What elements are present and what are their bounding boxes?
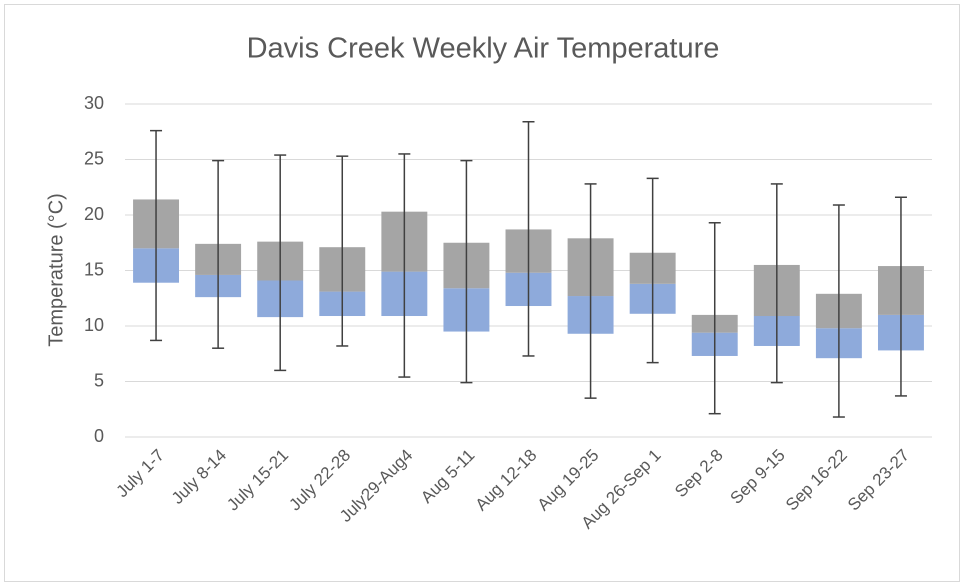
y-axis-title: Temperature (°C) [45,193,67,347]
y-tick-label: 5 [94,370,104,390]
y-tick-label: 30 [84,93,104,113]
y-tick-label: 20 [84,204,104,224]
y-tick-label: 25 [84,148,104,168]
chart-title: Davis Creek Weekly Air Temperature [247,33,720,65]
y-tick-label: 0 [94,426,104,446]
y-tick-label: 15 [84,259,104,279]
y-tick-label: 10 [84,315,104,335]
